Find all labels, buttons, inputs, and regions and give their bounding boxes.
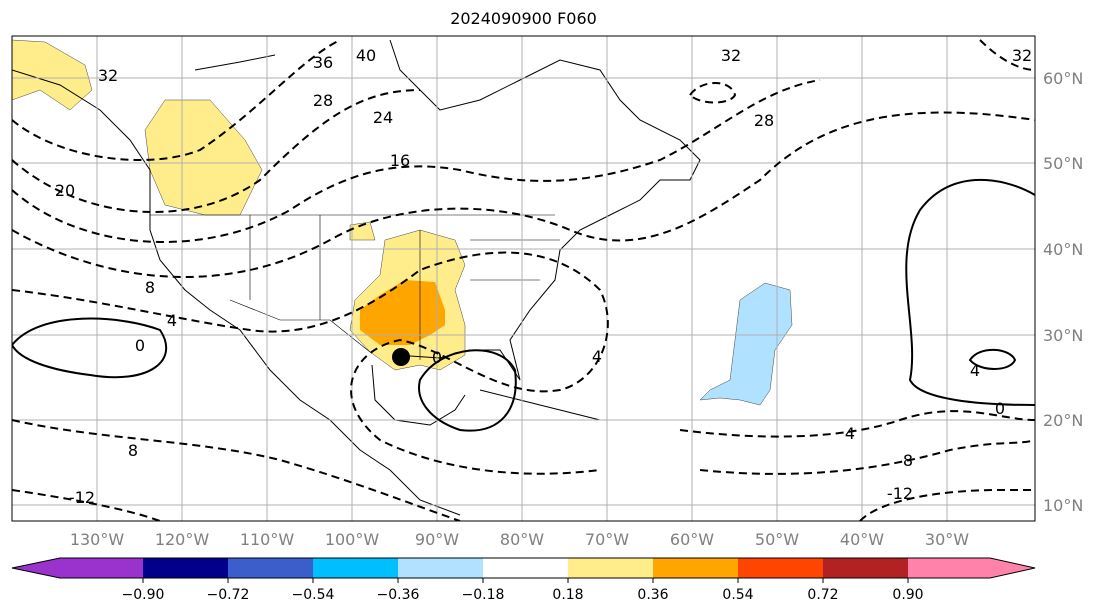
contour-label: 16 xyxy=(390,151,410,170)
plot-title: 2024090900 F060 xyxy=(450,9,597,28)
colorbar-segment xyxy=(823,558,908,578)
colorbar-tick: −0.36 xyxy=(377,587,420,603)
lon-label: 60°W xyxy=(670,530,714,549)
contour-label: 28 xyxy=(754,111,774,130)
colorbar-tick: −0.90 xyxy=(122,587,165,603)
colorbar-tick: −0.54 xyxy=(292,587,335,603)
contour-label: 28 xyxy=(313,91,333,110)
contour-label: 32 xyxy=(721,46,741,65)
colorbar-segment xyxy=(143,558,228,578)
contour-label: 0 xyxy=(995,399,1005,418)
colorbar-segment xyxy=(228,558,313,578)
lat-label: 10°N xyxy=(1043,496,1083,515)
colorbar-extend-min xyxy=(12,558,143,578)
contour-label: 8 xyxy=(145,278,155,297)
contour-label: 4 xyxy=(845,424,855,443)
colorbar-segment xyxy=(738,558,823,578)
graticule xyxy=(12,36,1035,521)
lat-axis-labels: 60°N 50°N 40°N 30°N 20°N 10°N xyxy=(1043,69,1083,515)
lon-label: 110°W xyxy=(240,530,295,549)
contour-label: -12 xyxy=(69,488,95,507)
lon-label: 120°W xyxy=(155,530,210,549)
lon-label: 130°W xyxy=(70,530,125,549)
lat-label: 50°N xyxy=(1043,154,1083,173)
contour-label: 8 xyxy=(128,441,138,460)
colorbar-tick: 0.18 xyxy=(552,587,583,603)
contour-labels: 36 40 32 28 24 16 20 8 4 0 0 4 32 28 32 … xyxy=(55,46,1032,507)
lon-label: 100°W xyxy=(325,530,380,549)
colorbar-ticks: −0.90 −0.72 −0.54 −0.36 −0.18 0.18 0.36 0.54 0.7… xyxy=(122,587,924,603)
lat-label: 40°N xyxy=(1043,240,1083,259)
contour-label: 4 xyxy=(592,347,602,366)
contour-label: 4 xyxy=(970,361,980,380)
contours-solid xyxy=(12,178,1035,432)
lat-label: 30°N xyxy=(1043,326,1083,345)
lon-label: 90°W xyxy=(415,530,459,549)
lon-label: 80°W xyxy=(500,530,544,549)
lon-label: 50°W xyxy=(755,530,799,549)
contour-label: 40 xyxy=(356,46,376,65)
lat-label: 60°N xyxy=(1043,69,1083,88)
lon-label: 40°W xyxy=(840,530,884,549)
colorbar-tick: −0.18 xyxy=(462,587,505,603)
colorbar-tick: 0.72 xyxy=(807,587,838,603)
contour-label: 0 xyxy=(432,348,442,367)
anomaly-shade-lightblue xyxy=(699,282,793,406)
colorbar-outline xyxy=(11,557,1036,579)
contour-label: -12 xyxy=(887,484,913,503)
colorbar-segment xyxy=(568,558,653,578)
map-frame xyxy=(11,35,1036,522)
contour-label: 32 xyxy=(1012,46,1032,65)
contour-label: 36 xyxy=(313,53,333,72)
lon-axis-labels: 130°W 120°W 110°W 100°W 90°W 80°W 70°W 60°W 50°W… xyxy=(70,530,969,549)
contour-label: 20 xyxy=(55,181,75,200)
contour-label: 4 xyxy=(167,311,177,330)
colorbar-segment xyxy=(653,558,738,578)
colorbar-segment xyxy=(398,558,483,578)
colorbar-extend-max xyxy=(908,558,1035,578)
colorbar-tick: −0.72 xyxy=(207,587,250,603)
contour-label: 0 xyxy=(135,336,145,355)
colorbar xyxy=(11,557,1036,583)
lat-label: 20°N xyxy=(1043,411,1083,430)
colorbar-tick: 0.90 xyxy=(892,587,923,603)
contour-label: 8 xyxy=(903,451,913,470)
colorbar-segment xyxy=(483,558,568,578)
anomaly-shade-yellow xyxy=(349,221,376,241)
contour-label: 32 xyxy=(98,66,118,85)
colorbar-tick: 0.54 xyxy=(722,587,753,603)
lon-label: 30°W xyxy=(925,530,969,549)
colorbar-tick: 0.36 xyxy=(637,587,668,603)
anomaly-shade-yellow xyxy=(12,39,93,111)
contours-dashed xyxy=(12,39,1035,521)
storm-center-marker xyxy=(392,348,410,366)
coastlines xyxy=(12,39,701,516)
contour-label: 24 xyxy=(373,108,393,127)
lon-label: 70°W xyxy=(585,530,629,549)
colorbar-segment xyxy=(313,558,398,578)
